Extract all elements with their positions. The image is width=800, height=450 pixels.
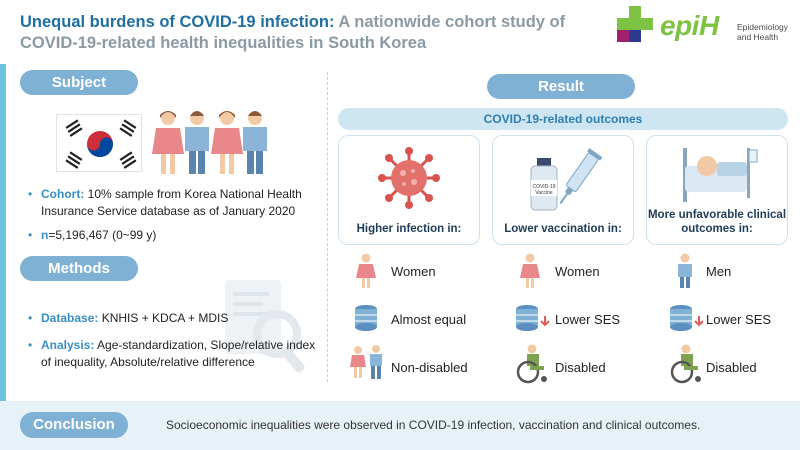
vaccination-card: COVID-19 Vaccine Lower vaccination in: xyxy=(492,135,634,245)
database-down-icon xyxy=(516,305,550,331)
woman-man-icon xyxy=(350,345,382,379)
virus-icon xyxy=(378,147,440,209)
logo-name: epiH xyxy=(660,10,719,41)
database-label: Database: xyxy=(41,311,99,325)
outcomes-bar: COVID-19-related outcomes xyxy=(338,108,788,130)
cohort-label: Cohort: xyxy=(41,187,85,201)
subject-heading: Subject xyxy=(20,70,138,95)
infection-card: Higher infection in: xyxy=(338,135,480,245)
database-icon xyxy=(355,305,377,331)
database-down-icon xyxy=(670,305,704,331)
svg-text:Vaccine: Vaccine xyxy=(535,190,553,196)
infection-row-ses: Almost equal xyxy=(391,312,467,327)
infection-caption: Higher infection in: xyxy=(356,223,462,235)
svg-text:COVID-19: COVID-19 xyxy=(532,184,555,190)
woman-icon xyxy=(520,253,540,288)
man-icon xyxy=(185,111,209,174)
vaccination-caption: Lower vaccination in: xyxy=(504,223,622,235)
clinical-row-ses: Lower SES xyxy=(706,312,772,327)
title-highlight: Unequal burdens of COVID-19 infection: xyxy=(20,13,335,31)
woman-icon xyxy=(211,111,243,174)
man-icon xyxy=(678,253,692,288)
analysis-text: Age-standardization, Slope/relative inde… xyxy=(41,338,316,369)
conclusion-text: Socioeconomic inequalities were observed… xyxy=(166,418,701,432)
clinical-card: More unfavorable clinical outcomes in: xyxy=(646,135,788,245)
infection-row-disability: Non-disabled xyxy=(391,360,468,375)
result-heading: Result xyxy=(487,74,635,99)
column-divider xyxy=(327,72,328,382)
vaccine-icon: COVID-19 Vaccine xyxy=(530,148,603,211)
magnifier-document-icon xyxy=(225,280,305,373)
methods-heading: Methods xyxy=(20,256,138,281)
vaccination-row-disability: Disabled xyxy=(555,360,606,375)
page-title: Unequal burdens of COVID-19 infection: A… xyxy=(20,12,580,54)
vaccination-row-sex: Women xyxy=(555,264,600,279)
n-text: =5,196,467 (0~99 y) xyxy=(48,228,157,242)
korea-flag-icon xyxy=(56,114,142,172)
cohort-text: 10% sample from Korea National Health In… xyxy=(41,187,302,218)
logo-subtitle: Epidemiology and Health xyxy=(737,22,789,42)
database-text: KNHIS + KDCA + MDIS xyxy=(98,311,229,325)
clinical-row-sex: Men xyxy=(706,264,732,279)
hospital-bed-icon xyxy=(683,148,758,202)
conclusion-bar xyxy=(0,401,800,450)
vaccination-row-ses: Lower SES xyxy=(555,312,621,327)
woman-icon xyxy=(152,111,184,174)
analysis-label: Analysis: xyxy=(41,338,95,352)
wheelchair-icon xyxy=(670,344,701,384)
clinical-row-disability: Disabled xyxy=(706,360,757,375)
left-accent-stripe xyxy=(0,64,6,401)
wheelchair-icon xyxy=(516,344,547,384)
woman-icon xyxy=(356,253,376,288)
cohort-bullet: • Cohort: 10% sample from Korea National… xyxy=(28,187,302,218)
n-label: n xyxy=(41,228,49,242)
epih-logo-icon xyxy=(617,6,653,42)
header: Unequal burdens of COVID-19 infection: A… xyxy=(0,0,800,64)
conclusion-heading: Conclusion xyxy=(20,412,128,438)
clinical-caption: More unfavorable clinical outcomes in: xyxy=(647,209,787,235)
analysis-bullet: • Analysis: Age-standardization, Slope/r… xyxy=(28,338,316,369)
infection-row-sex: Women xyxy=(391,264,436,279)
database-bullet: • Database: KNHIS + KDCA + MDIS xyxy=(28,311,229,325)
n-bullet: • n=5,196,467 (0~99 y) xyxy=(28,228,157,242)
title-rest: A nationwide cohort study of COVID-19-re… xyxy=(20,13,566,52)
man-icon xyxy=(243,111,267,174)
